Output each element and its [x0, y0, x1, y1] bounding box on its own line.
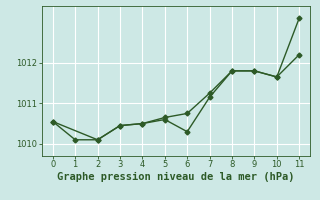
X-axis label: Graphe pression niveau de la mer (hPa): Graphe pression niveau de la mer (hPa) — [57, 172, 295, 182]
